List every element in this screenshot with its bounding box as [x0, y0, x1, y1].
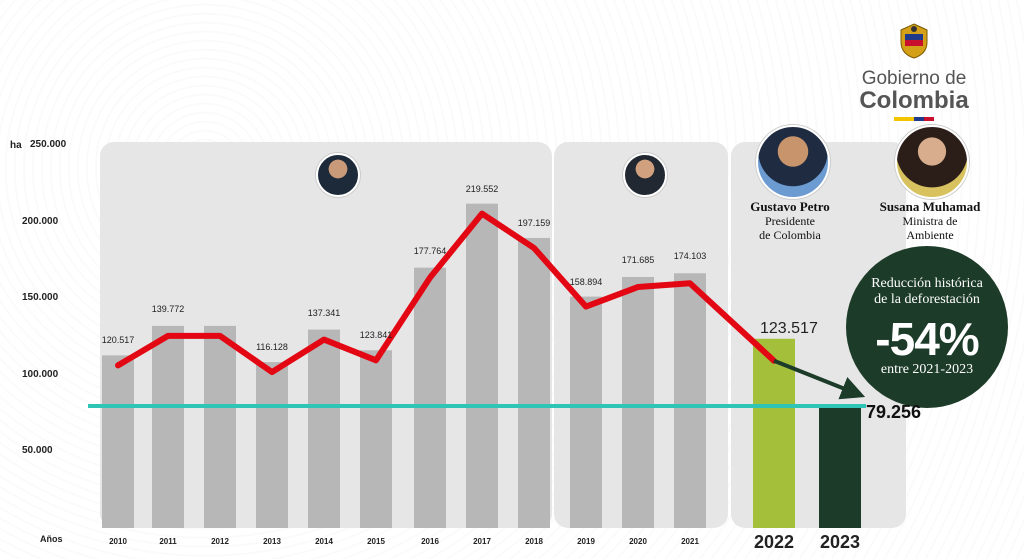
person-role-muhamad-1: Ministra de — [902, 214, 958, 228]
x-tick-2018: 2018 — [525, 537, 543, 546]
x-tick-2017: 2017 — [473, 537, 491, 546]
value-label-2017: 219.552 — [465, 183, 499, 194]
bar-2013 — [256, 362, 288, 528]
value-label-2011: 139.772 — [151, 303, 185, 314]
bar-2020 — [622, 276, 654, 528]
flag-stripe — [894, 117, 934, 121]
value-label-2014: 137.341 — [307, 307, 341, 318]
person-role-muhamad-2: Ambiente — [906, 228, 954, 242]
bar-2018 — [518, 237, 550, 529]
badge-line1: Reducción histórica de la deforestación — [846, 276, 1008, 308]
x-tick-2013: 2013 — [263, 537, 281, 546]
person-name-petro: Gustavo Petro — [750, 199, 830, 214]
coat-of-arms-icon — [900, 23, 928, 59]
value-label-2021: 174.103 — [673, 251, 707, 262]
y-axis-unit: ha — [10, 140, 22, 151]
badge-text-2: de la deforestación — [874, 292, 980, 307]
gov-logo-line2: Colombia — [859, 87, 969, 114]
avatar-former-president-2 — [623, 153, 667, 197]
bar-2017 — [466, 203, 498, 528]
x-axis-label: Años — [40, 534, 63, 544]
person-role-petro-2: de Colombia — [759, 228, 821, 242]
y-tick-label: 50.000 — [22, 445, 53, 457]
value-label-2023: 79.256 — [866, 402, 922, 422]
avatar-susana-muhamad — [895, 125, 969, 199]
value-label-2016: 177.764 — [413, 245, 447, 256]
bar-2011 — [152, 325, 184, 528]
badge-percentage: -54% — [875, 313, 979, 365]
trend-line — [115, 210, 777, 376]
person-role-petro-1: Presidente — [765, 214, 815, 228]
bar-2022 — [753, 338, 795, 528]
reduction-badge: Reducción histórica de la deforestación -… — [846, 246, 1008, 408]
avatar-former-president-1 — [316, 153, 360, 197]
person-name-muhamad: Susana Muhamad — [879, 199, 981, 214]
value-label-2013: 116.128 — [256, 342, 288, 353]
y-tick-label: 150.000 — [22, 292, 59, 304]
x-tick-2016: 2016 — [421, 537, 439, 546]
gov-logo: Gobierno de Colombia — [854, 22, 974, 121]
bar-2014 — [308, 329, 340, 528]
bar-2015 — [360, 350, 392, 528]
x-tick-2019: 2019 — [577, 537, 595, 546]
avatar-gustavo-petro — [756, 125, 830, 199]
bar-2023 — [819, 406, 861, 528]
x-tick-2022: 2022 — [753, 532, 795, 552]
value-label-2022: 123.517 — [760, 320, 818, 337]
y-tick-label: 250.000 — [30, 139, 67, 150]
value-label-2019: 158.894 — [569, 276, 603, 287]
x-tick-2020: 2020 — [629, 537, 647, 546]
badge-text-1: Reducción histórica — [871, 276, 983, 291]
bar-2010 — [102, 355, 134, 528]
x-tick-2010: 2010 — [109, 537, 127, 546]
gov-logo-line1: Gobierno de — [861, 68, 967, 89]
bar-2016 — [414, 267, 446, 528]
bar-2012 — [204, 325, 236, 528]
value-label-2018: 197.159 — [517, 217, 551, 228]
x-tick-2012: 2012 — [211, 537, 229, 546]
x-tick-2015: 2015 — [367, 537, 385, 546]
bar-2019 — [570, 296, 602, 528]
badge-period: entre 2021-2023 — [880, 362, 974, 377]
x-tick-2023: 2023 — [819, 532, 861, 552]
x-tick-2021: 2021 — [681, 537, 699, 546]
y-tick-label: 200.000 — [22, 215, 59, 227]
decline-arrow — [773, 358, 866, 400]
y-tick-label: 100.000 — [22, 368, 59, 380]
value-label-2015: 123.841 — [359, 330, 393, 341]
value-label-2020: 171.685 — [621, 254, 655, 265]
bar-2021 — [674, 273, 706, 528]
x-tick-2014: 2014 — [315, 537, 333, 546]
value-label-2010: 120.517 — [101, 335, 135, 346]
x-tick-2011: 2011 — [159, 537, 177, 546]
